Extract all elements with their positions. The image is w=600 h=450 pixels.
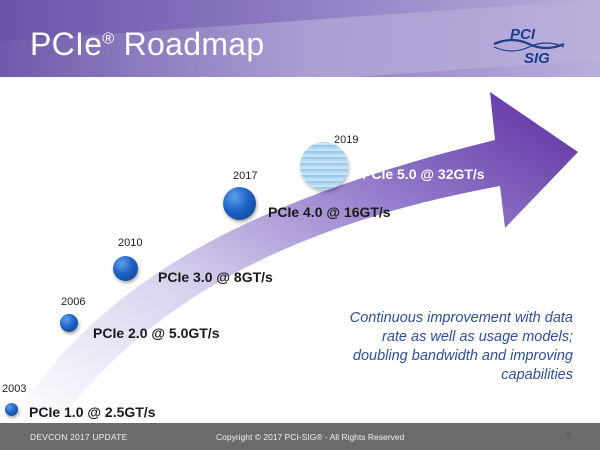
milestone-label-4: PCIe 4.0 @ 16GT/s [268, 204, 391, 220]
milestone-label-2: PCIe 2.0 @ 5.0GT/s [93, 325, 220, 341]
pci-sig-logo: PCI SIG [492, 18, 566, 70]
pci-sig-logo-graphic: PCI SIG [493, 26, 565, 67]
page-number: 9 [566, 430, 571, 440]
registered-mark: ® [102, 30, 115, 48]
arrow-shape [12, 92, 578, 420]
footer-bar: DEVCON 2017 UPDATE Copyright © 2017 PCI-… [0, 423, 600, 450]
milestone-dot-5 [300, 142, 348, 190]
milestone-label-3: PCIe 3.0 @ 8GT/s [158, 269, 273, 285]
footer-copyright: Copyright © 2017 PCI-SIG® - All Rights R… [216, 432, 405, 442]
milestone-year-3: 2010 [118, 237, 143, 249]
milestone-dot-4 [223, 187, 256, 220]
milestone-dot-3 [113, 256, 138, 281]
milestone-year-4: 2017 [233, 170, 258, 182]
milestone-dot-2 [60, 314, 78, 332]
header-banner: PCIe® Roadmap PCI SIG [0, 0, 600, 77]
milestone-label-5: PCIe 5.0 @ 32GT/s [362, 166, 485, 182]
footer-event: DEVCON 2017 UPDATE [30, 432, 128, 442]
milestone-year-1: 2003 [2, 383, 27, 395]
logo-sig-text: SIG [524, 50, 550, 67]
logo-pci-text: PCI [510, 26, 536, 43]
title-text: PCIe [30, 26, 103, 62]
milestone-year-2: 2006 [61, 296, 86, 308]
slide-title: PCIe® Roadmap [30, 26, 264, 63]
title-text-rest: Roadmap [114, 26, 265, 62]
improvement-note: Continuous improvement with data rate as… [349, 310, 573, 383]
milestone-label-1: PCIe 1.0 @ 2.5GT/s [29, 404, 156, 420]
milestone-dot-1 [5, 403, 18, 416]
milestone-year-5: 2019 [334, 134, 359, 146]
